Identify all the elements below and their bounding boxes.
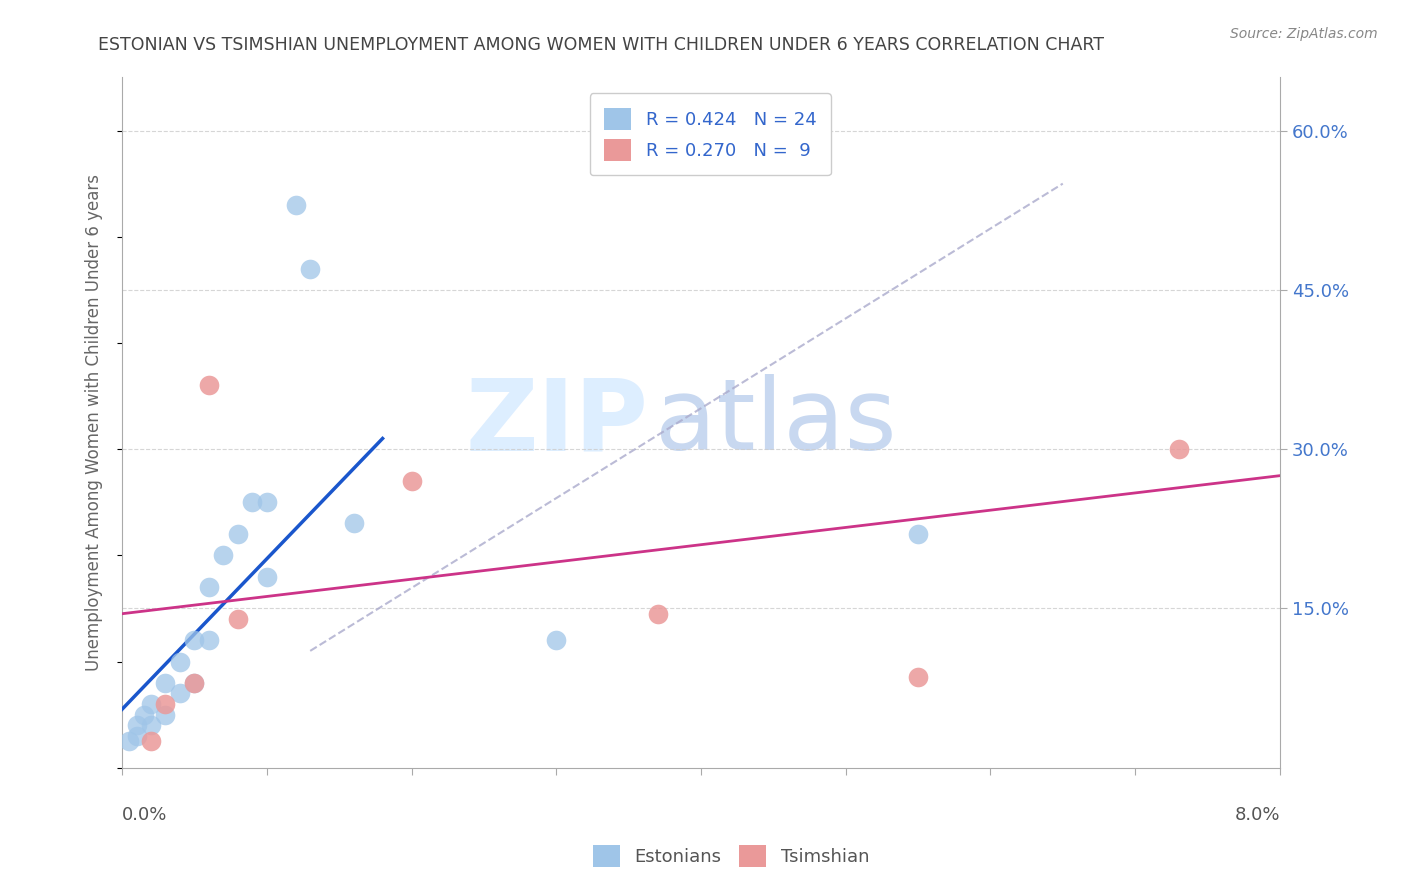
Point [226, 527, 249, 541]
Text: ESTONIAN VS TSIMSHIAN UNEMPLOYMENT AMONG WOMEN WITH CHILDREN UNDER 6 YEARS CORRE: ESTONIAN VS TSIMSHIAN UNEMPLOYMENT AMONG… [98, 36, 1105, 54]
Text: Source: ZipAtlas.com: Source: ZipAtlas.com [1230, 27, 1378, 41]
Point [183, 675, 205, 690]
Text: 8.0%: 8.0% [1234, 805, 1279, 823]
Point [284, 198, 307, 212]
Text: 0.0%: 0.0% [122, 805, 167, 823]
Point [125, 718, 148, 732]
Text: ZIP: ZIP [465, 374, 648, 471]
Point [256, 569, 278, 583]
Point [155, 707, 177, 722]
Point [546, 633, 568, 648]
Point [139, 697, 162, 711]
Point [212, 549, 235, 563]
Point [198, 633, 221, 648]
Point [299, 261, 322, 276]
Y-axis label: Unemployment Among Women with Children Under 6 years: Unemployment Among Women with Children U… [86, 174, 103, 671]
Point [907, 527, 929, 541]
Point [125, 729, 148, 743]
Point [183, 675, 205, 690]
Point [401, 474, 423, 488]
Point [155, 697, 177, 711]
Point [907, 670, 929, 684]
Point [198, 378, 221, 392]
Point [118, 734, 141, 748]
Legend: Estonians, Tsimshian: Estonians, Tsimshian [585, 838, 877, 874]
Point [1167, 442, 1189, 456]
Legend: R = 0.424   N = 24, R = 0.270   N =  9: R = 0.424 N = 24, R = 0.270 N = 9 [589, 94, 831, 176]
Point [240, 495, 263, 509]
Point [169, 686, 191, 700]
Point [139, 734, 162, 748]
Point [647, 607, 669, 621]
Point [169, 655, 191, 669]
Point [132, 707, 155, 722]
Text: atlas: atlas [655, 374, 896, 471]
Point [343, 516, 366, 531]
Point [256, 495, 278, 509]
Point [226, 612, 249, 626]
Point [139, 718, 162, 732]
Point [155, 675, 177, 690]
Point [183, 633, 205, 648]
Point [198, 580, 221, 594]
